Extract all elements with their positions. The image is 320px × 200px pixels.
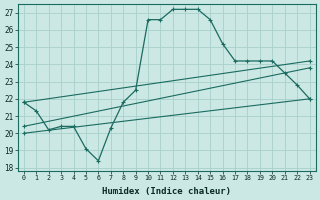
X-axis label: Humidex (Indice chaleur): Humidex (Indice chaleur) xyxy=(102,187,231,196)
